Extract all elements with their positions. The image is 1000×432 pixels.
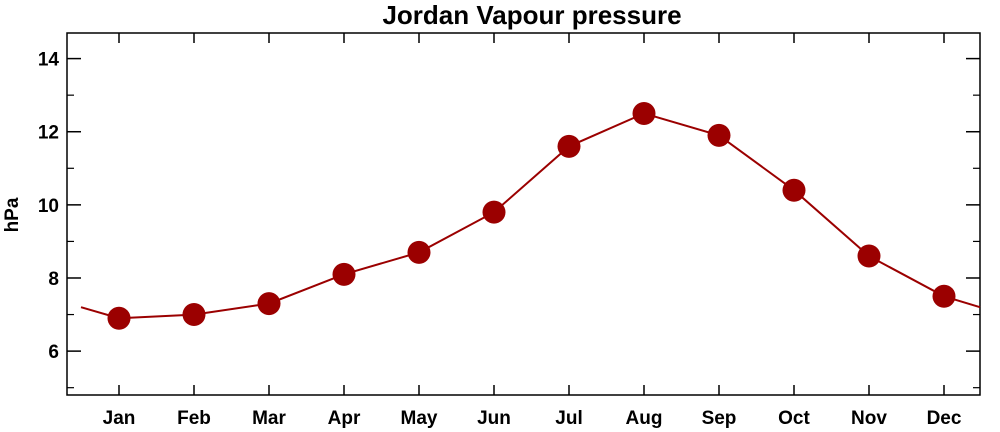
- x-tick-label: Jan: [103, 408, 136, 429]
- x-tick-label: Nov: [851, 408, 887, 429]
- data-point-apr: [332, 262, 356, 286]
- x-tick-label: Apr: [328, 408, 361, 429]
- x-tick-label: May: [401, 408, 438, 429]
- data-point-jan: [107, 306, 131, 330]
- x-tick-label: Jul: [555, 408, 582, 429]
- y-tick-label: 12: [38, 123, 59, 144]
- x-tick-labels: Jan Feb Mar Apr May Jun Jul Aug Sep Oct Nov Dec: [103, 408, 962, 429]
- chart-title: Jordan Vapour pressure: [382, 0, 681, 30]
- y-axis-label: hPa: [2, 197, 23, 232]
- y-tick-label: 14: [38, 50, 60, 71]
- plot-frame: [66, 32, 981, 396]
- y-tick-label: 6: [48, 342, 59, 363]
- series-line: [80, 112, 981, 320]
- x-tick-label: Feb: [177, 408, 211, 429]
- y-tick-label: 8: [48, 269, 59, 290]
- x-tick-label: Aug: [626, 408, 663, 429]
- data-point-oct: [782, 178, 806, 202]
- data-point-mar: [257, 292, 281, 316]
- data-point-feb: [182, 303, 206, 327]
- data-point-sep: [707, 123, 731, 147]
- y-tick-labels: 6 8 10 12 14: [38, 50, 60, 364]
- data-point-jun: [482, 200, 506, 224]
- data-point-jul: [557, 134, 581, 158]
- data-series: [80, 101, 981, 330]
- x-tick-label: Jun: [477, 408, 511, 429]
- x-tick-label: Oct: [778, 408, 810, 429]
- y-tick-label: 10: [38, 196, 59, 217]
- x-tick-label: Mar: [252, 408, 286, 429]
- axis-ticks: [67, 33, 980, 395]
- data-point-nov: [857, 244, 881, 268]
- data-point-dec: [932, 284, 956, 308]
- x-tick-label: Dec: [927, 408, 962, 429]
- x-tick-label: Sep: [702, 408, 737, 429]
- data-point-may: [407, 240, 431, 264]
- data-point-aug: [632, 101, 656, 125]
